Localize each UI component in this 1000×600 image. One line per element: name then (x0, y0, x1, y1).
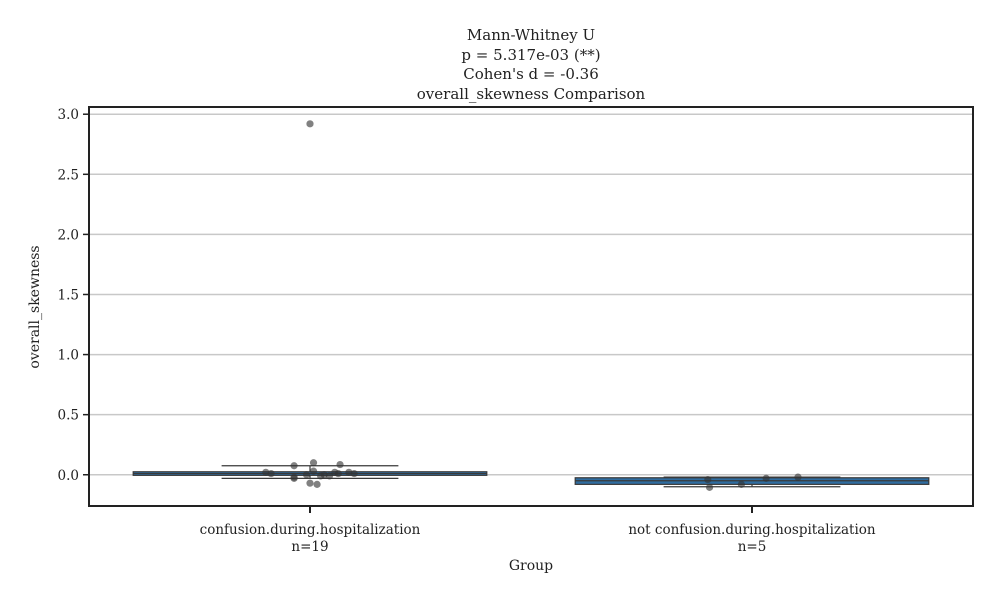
data-point (290, 473, 298, 481)
y-axis-label: overall_skewness (27, 245, 43, 368)
plot-frame (88, 106, 974, 507)
data-point (309, 467, 318, 475)
data-point (313, 480, 321, 488)
data-point (306, 479, 314, 487)
data-point (762, 474, 770, 482)
data-point (290, 462, 298, 470)
title-line-effect-size: Cohen's d = -0.36 (463, 65, 598, 83)
x-tick-label: not confusion.during.hospitalization (628, 522, 876, 538)
data-point (267, 469, 275, 478)
data-point (794, 473, 802, 481)
y-tick-label: 2.0 (58, 227, 79, 243)
title-line-comparison: overall_skewness Comparison (417, 85, 646, 103)
x-tick-n-label: n=5 (738, 539, 767, 555)
data-point (336, 460, 344, 469)
y-tick-label: 1.5 (58, 287, 79, 303)
y-tick-label: 3.0 (58, 107, 79, 123)
y-tick-label: 1.0 (58, 348, 79, 364)
data-point (302, 471, 311, 479)
data-point (350, 469, 358, 478)
y-tick-label: 2.5 (58, 167, 79, 183)
chart-title: Mann-Whitney U p = 5.317e-03 (**) Cohen'… (417, 26, 646, 103)
data-point (737, 480, 745, 488)
y-tick-label: 0.0 (58, 468, 79, 484)
x-axis-label: Group (509, 558, 553, 574)
data-points (262, 120, 802, 491)
x-tick-label: confusion.during.hospitalization (200, 522, 421, 538)
data-point (309, 459, 318, 467)
data-point (331, 468, 339, 476)
data-point (306, 120, 314, 128)
x-tick-n-label: n=19 (291, 539, 328, 555)
title-line-p-value: p = 5.317e-03 (**) (461, 46, 600, 64)
data-point (705, 483, 714, 491)
title-line-test: Mann-Whitney U (467, 26, 595, 44)
data-point (704, 475, 712, 484)
data-point (325, 472, 334, 480)
y-axis-ticks: 0.0 0.5 1.0 1.5 2.0 2.5 3.0 (58, 107, 89, 484)
y-tick-label: 0.5 (58, 408, 79, 424)
